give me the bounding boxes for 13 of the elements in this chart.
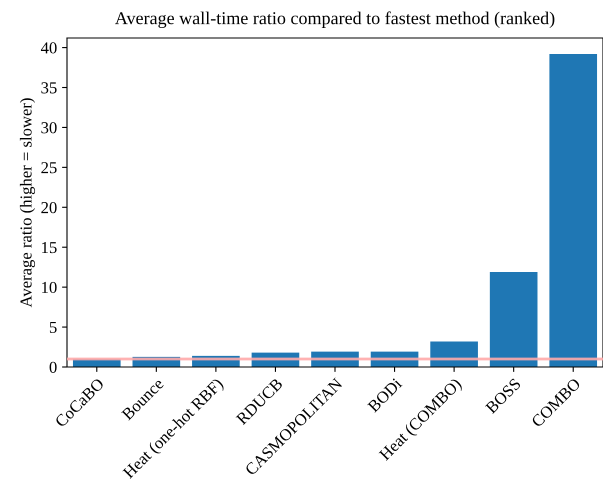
y-tick-label: 15 — [42, 242, 57, 254]
y-axis-title: Average ratio (higher = slower) — [20, 98, 36, 308]
y-tick-label: 40 — [40, 42, 57, 54]
y-tick-label: 5 — [50, 322, 57, 334]
y-tick-label: 25 — [41, 162, 57, 174]
y-tick-label: 20 — [41, 202, 57, 214]
y-tick-label: 30 — [41, 122, 57, 134]
chart-title: Average wall-time ratio compared to fastest method (ranked) — [115, 11, 554, 28]
y-tick-label: 35 — [41, 82, 57, 94]
bar — [490, 272, 538, 367]
bar — [549, 54, 598, 367]
y-tick-label: 0 — [50, 362, 57, 373]
y-tick-label: 10 — [42, 282, 57, 294]
